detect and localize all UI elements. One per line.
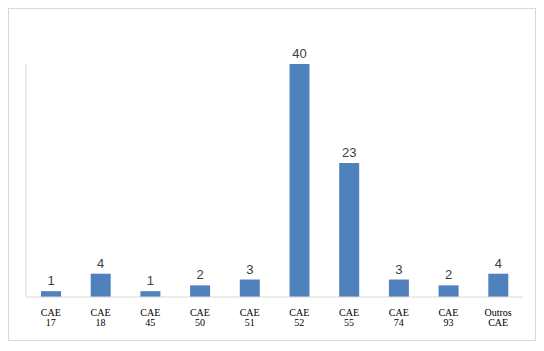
svg-text:CAE93: CAE93 (438, 307, 458, 328)
svg-text:CAE51: CAE51 (240, 307, 260, 328)
svg-text:40: 40 (292, 46, 306, 61)
svg-text:CAE55: CAE55 (339, 307, 359, 328)
svg-text:23: 23 (342, 145, 356, 160)
svg-text:4: 4 (97, 256, 104, 271)
svg-text:CAE17: CAE17 (41, 307, 61, 328)
svg-text:4: 4 (495, 256, 502, 271)
svg-text:2: 2 (196, 267, 203, 282)
svg-text:CAE18: CAE18 (91, 307, 111, 328)
svg-text:CAE50: CAE50 (190, 307, 210, 328)
svg-text:CAE45: CAE45 (140, 307, 160, 328)
svg-text:CAE74: CAE74 (389, 307, 409, 328)
svg-text:CAE52: CAE52 (289, 307, 309, 328)
svg-text:3: 3 (246, 262, 253, 277)
svg-text:3: 3 (395, 262, 402, 277)
svg-text:OutrosCAE: OutrosCAE (485, 307, 512, 328)
svg-text:1: 1 (47, 273, 54, 288)
svg-text:1: 1 (147, 273, 154, 288)
svg-text:2: 2 (445, 267, 452, 282)
